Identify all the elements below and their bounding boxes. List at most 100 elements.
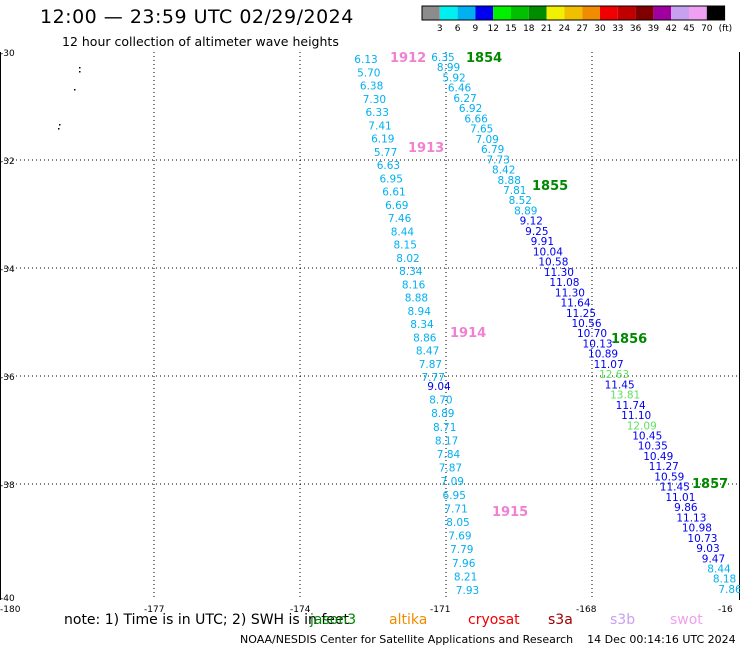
mission-legend-item: cryosat	[468, 612, 520, 628]
colorbar-tick-label: 36	[630, 24, 642, 34]
pass-number-label: 1914	[450, 326, 486, 341]
swh-value: 6.79	[481, 144, 504, 156]
colorbar-tick-label: 21	[541, 24, 552, 34]
altimeter-tracks: 6.135.706.387.306.337.416.195.776.636.95…	[354, 52, 740, 597]
colorbar-tick-label: 18	[523, 24, 535, 34]
swh-value: 8.44	[391, 226, 415, 238]
swh-value: 6.61	[382, 187, 405, 199]
swh-value: 7.71	[444, 503, 467, 515]
swh-value: 7.87	[439, 463, 462, 475]
swh-value: 10.98	[682, 523, 712, 535]
colorbar-swatch	[564, 6, 583, 20]
swh-value: 8.02	[396, 253, 419, 265]
swh-value: 8.05	[446, 517, 469, 529]
note-text: note: 1) Time is in UTC; 2) SWH is in fe…	[64, 612, 350, 628]
swh-value: 8.99	[437, 62, 460, 74]
swh-value: 7.79	[450, 544, 473, 556]
latitude-label: -38	[0, 481, 15, 491]
swh-value: 8.34	[399, 266, 423, 278]
longitude-label: -171	[430, 605, 450, 615]
swh-value: 10.49	[643, 451, 673, 463]
swh-value: 10.70	[577, 328, 607, 340]
pass-number-label: 1854	[466, 51, 502, 66]
swh-value: 10.35	[638, 441, 668, 453]
colorbar-swatch	[689, 6, 707, 20]
pass-number-label: 1857	[692, 477, 728, 492]
map-title: 12:00 — 23:59 UTC 02/29/2024	[40, 6, 354, 28]
colorbar-tick-label: 24	[559, 24, 571, 34]
swh-value: 9.91	[531, 236, 554, 248]
swh-value: 8.15	[394, 240, 417, 252]
swh-value: 8.70	[429, 395, 452, 407]
colorbar-legend: 3 6 9 12 15 18 21 24 27 30 33 36 39 42 45 70 (ft)	[421, 5, 732, 34]
swh-value: 11.27	[649, 461, 679, 473]
swh-value: 10.73	[687, 533, 717, 545]
graticule	[0, 52, 740, 600]
generation-timestamp: 14 Dec 00:14:16 UTC 2024	[587, 633, 736, 646]
swh-value: 8.52	[509, 195, 532, 207]
swh-value: 7.77	[422, 372, 445, 384]
swh-value: 11.10	[621, 410, 651, 422]
swh-value: 11.13	[676, 512, 706, 524]
note-row: note: 1) Time is in UTC; 2) SWH is in fe…	[64, 612, 349, 628]
swh-value: 6.19	[371, 134, 394, 146]
longitude-label: -177	[144, 605, 164, 615]
longitude-label: -180	[0, 605, 21, 615]
pass-number-label: 1913	[408, 141, 444, 156]
swh-value: 7.30	[363, 94, 386, 106]
swh-value: 6.66	[464, 113, 488, 125]
swh-value: 7.96	[452, 558, 476, 570]
mission-legend-item: s3b	[610, 612, 636, 628]
swh-value: 9.86	[674, 502, 698, 514]
swh-value: 8.16	[402, 279, 426, 291]
mission-legend-item: jason3	[310, 612, 357, 628]
colorbar-outline	[421, 5, 726, 21]
pass-labels: 1912 1913 1914 1915 1854 1855 1856 1857	[390, 51, 728, 520]
swh-value: 7.86	[718, 584, 740, 596]
colorbar-swatch	[546, 6, 565, 20]
colorbar-tick-label: 30	[594, 24, 606, 34]
swh-value: 11.74	[616, 400, 646, 412]
pass-number-label: 1912	[390, 51, 426, 66]
swh-value: 12.63	[599, 369, 629, 381]
colorbar-swatch	[475, 6, 494, 20]
swh-value: 10.45	[632, 431, 662, 443]
swh-value: 6.46	[448, 83, 472, 95]
swh-value: 8.44	[707, 564, 731, 576]
colorbar-tick-label: 3	[437, 24, 443, 34]
swh-value: 7.09	[475, 134, 498, 146]
swh-value: 7.69	[448, 531, 471, 543]
swh-value: 9.12	[520, 216, 543, 228]
swh-value: 6.95	[443, 490, 466, 502]
latitude-label: -40	[0, 594, 15, 604]
colorbar-swatch	[706, 6, 725, 20]
swh-value: 8.18	[713, 574, 736, 586]
swh-value: 6.69	[385, 200, 408, 212]
latitude-label: -32	[0, 157, 15, 167]
colorbar-tick-label: 39	[648, 24, 660, 34]
swh-value: 12.09	[627, 420, 657, 432]
swh-value: 6.33	[366, 107, 389, 119]
swh-value: 9.03	[696, 543, 719, 555]
colorbar-swatch	[653, 6, 672, 20]
colorbar-tick-label: 15	[505, 24, 516, 34]
swh-value: 9.25	[525, 226, 548, 238]
colorbar-swatch	[582, 6, 600, 20]
swh-value: 5.92	[442, 72, 465, 84]
swh-value: 8.21	[454, 571, 477, 583]
colorbar-swatch	[422, 6, 440, 20]
swh-value: 8.89	[431, 408, 454, 420]
colorbar-tick-label: 45	[683, 24, 694, 34]
longitude-label: -168	[576, 605, 597, 615]
swh-value: 8.42	[492, 165, 515, 177]
colorbar-tick-label: 12	[487, 24, 498, 34]
latitude-label: -36	[0, 373, 15, 383]
longitude-label: -174	[290, 605, 311, 615]
swh-value: 8.86	[413, 332, 437, 344]
colorbar-swatch	[635, 6, 654, 20]
swh-value: 7.41	[368, 120, 391, 132]
swh-value: 11.64	[560, 298, 590, 310]
map-subtitle: 12 hour collection of altimeter wave hei…	[62, 34, 339, 49]
swh-value: 9.47	[702, 553, 725, 565]
